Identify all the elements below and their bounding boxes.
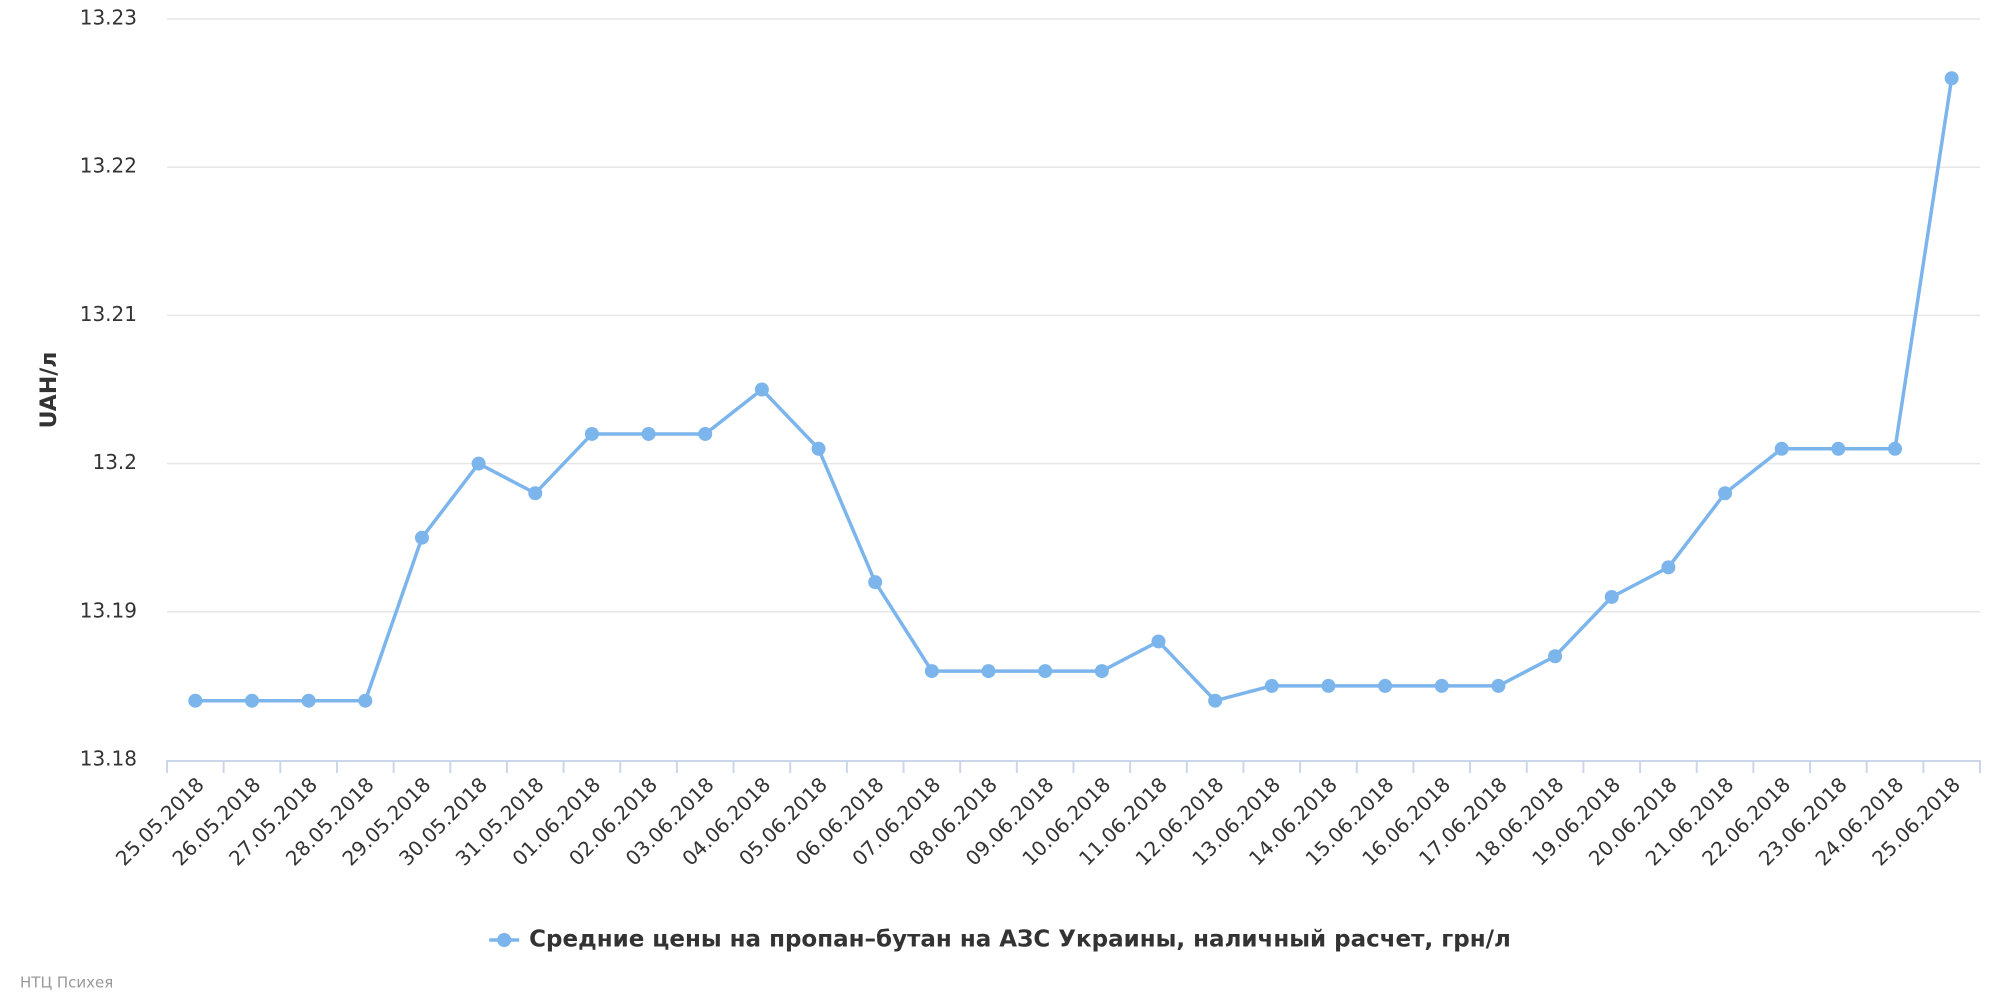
point: [244, 693, 259, 708]
y-tick-label: 13.19: [80, 598, 137, 622]
point: [1038, 664, 1053, 679]
y-tick-label: 13.21: [80, 302, 137, 326]
point: [1944, 71, 1959, 86]
point: [1151, 634, 1166, 649]
point: [584, 426, 599, 441]
point: [1208, 693, 1223, 708]
point: [358, 693, 373, 708]
line: [195, 78, 1954, 703]
y-tick-label: 13.23: [80, 6, 137, 30]
point: [301, 693, 316, 708]
point: [1434, 678, 1449, 693]
point: [471, 456, 486, 471]
point: [1491, 678, 1506, 693]
point: [641, 426, 656, 441]
point: [1264, 678, 1279, 693]
point: [811, 441, 826, 456]
point: [1094, 664, 1109, 679]
y-tick-label: 13.2: [92, 450, 137, 474]
point: [1604, 589, 1619, 604]
point: [868, 575, 883, 590]
point: [1661, 560, 1676, 575]
point: [1548, 649, 1563, 664]
y-tick-label: 13.18: [80, 747, 137, 771]
y-axis-title: UAH/л: [37, 352, 62, 429]
point: [188, 693, 203, 708]
point: [1378, 678, 1393, 693]
point: [1718, 486, 1733, 501]
point: [981, 664, 996, 679]
y-tick-label: 13.22: [80, 154, 137, 178]
credits: НТЦ Психея: [20, 974, 113, 992]
point: [1888, 441, 1903, 456]
point: [698, 426, 713, 441]
point: [1831, 441, 1846, 456]
point: [528, 486, 543, 501]
point: [1774, 441, 1789, 456]
point: [414, 530, 429, 545]
legend-marker: [497, 933, 512, 947]
legend-label: Средние цены на пропан–бутан на АЗС Укра…: [529, 927, 1511, 953]
point: [1321, 678, 1336, 693]
point: [924, 664, 939, 679]
point: [754, 382, 769, 397]
